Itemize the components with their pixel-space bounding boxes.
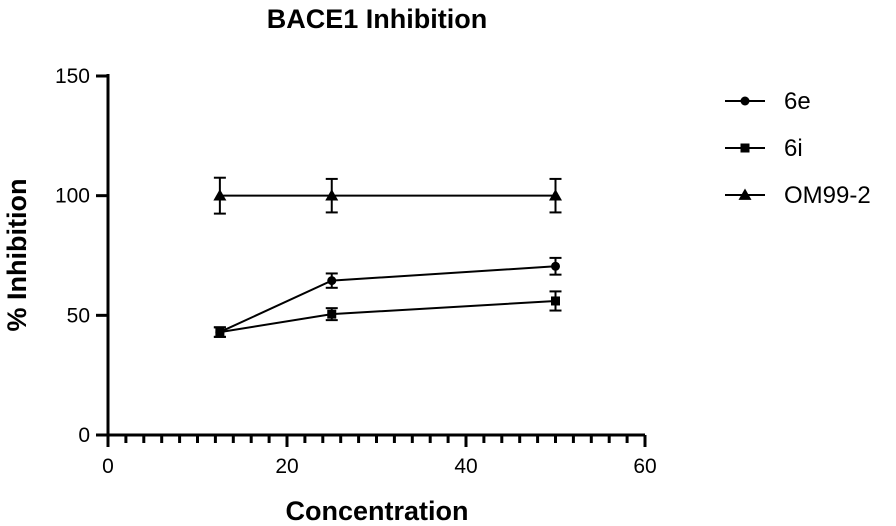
data-point <box>327 309 337 319</box>
x-tick-label: 60 <box>633 455 656 478</box>
data-point <box>325 189 339 201</box>
y-tick-label: 0 <box>78 424 90 447</box>
series-2 <box>213 290 562 338</box>
legend-label: 6i <box>784 135 803 162</box>
axes <box>106 74 645 437</box>
series-line <box>219 265 556 333</box>
y-axis-label: % Inhibition <box>2 179 32 332</box>
data-point <box>327 276 337 286</box>
data-point <box>551 296 560 306</box>
legend-item: OM99-2 <box>725 182 871 209</box>
series-3 <box>213 176 562 215</box>
legend: 6e 6i OM99-2 <box>725 88 871 209</box>
data-point <box>213 189 227 201</box>
y-tick-label: 150 <box>55 65 90 88</box>
data-point <box>549 189 562 201</box>
legend-item: 6i <box>725 135 803 162</box>
series-group <box>213 176 562 338</box>
legend-marker <box>740 96 750 106</box>
y-tick-label: 100 <box>55 185 90 208</box>
x-axis-label: Concentration <box>285 496 468 526</box>
legend-label: OM99-2 <box>784 182 871 209</box>
legend-item: 6e <box>725 88 811 115</box>
legend-label: 6e <box>784 88 811 115</box>
data-point <box>551 261 560 271</box>
y-tick-label: 50 <box>67 304 90 327</box>
x-tick-label: 20 <box>275 455 298 478</box>
tick-group: 0 50 100 150 0 20 40 60 <box>55 65 657 478</box>
legend-marker <box>740 143 750 153</box>
x-tick-label: 0 <box>102 455 114 478</box>
data-point <box>215 327 225 337</box>
x-tick-label: 40 <box>454 455 477 478</box>
chart-title: BACE1 Inhibition <box>267 4 487 34</box>
legend-marker <box>738 188 752 200</box>
series-line <box>219 299 556 334</box>
